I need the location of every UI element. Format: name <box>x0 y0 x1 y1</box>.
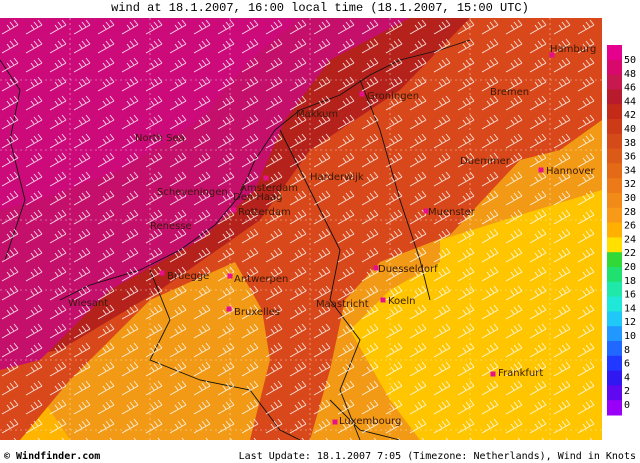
city-marker <box>373 265 379 271</box>
legend-swatch <box>607 163 622 179</box>
place-label: Den Haag <box>233 192 283 203</box>
legend-swatch <box>607 281 622 298</box>
city-marker <box>159 270 165 276</box>
legend-swatch <box>607 400 622 416</box>
place-label: Luxembourg <box>339 416 401 427</box>
city-marker <box>423 208 429 214</box>
legend-swatch <box>607 370 622 386</box>
city-marker <box>332 419 338 425</box>
city-marker <box>226 306 232 312</box>
legend-tick-label: 38 <box>624 138 636 149</box>
legend-tick-label: 48 <box>624 69 636 80</box>
legend-tick-label: 14 <box>624 303 636 314</box>
legend-swatch <box>607 104 622 120</box>
legend-tick-label: 12 <box>624 317 636 328</box>
place-label: Duemmer <box>460 156 511 167</box>
legend-tick-label: 6 <box>624 359 630 370</box>
legend-swatch <box>607 385 622 401</box>
last-update: Last Update: 18.1.2007 7:05 (Timezone: N… <box>239 451 636 462</box>
legend-swatch <box>607 237 622 253</box>
legend-tick-label: 24 <box>624 234 636 245</box>
place-label: Hamburg <box>550 44 596 55</box>
legend-tick-label: 8 <box>624 345 630 356</box>
city-marker <box>490 371 496 377</box>
legend-tick-label: 4 <box>624 372 630 383</box>
legend-swatch <box>607 222 622 238</box>
legend-swatch <box>607 148 622 164</box>
place-label: Koeln <box>388 296 415 307</box>
place-label: Antwerpen <box>234 274 288 285</box>
city-marker <box>380 297 386 303</box>
legend-swatch <box>607 193 622 209</box>
map-area <box>0 18 602 440</box>
legend-swatch <box>607 296 622 312</box>
legend-swatch <box>607 311 622 327</box>
legend-tick-label: 20 <box>624 262 636 273</box>
legend-swatch <box>607 178 622 194</box>
place-label: Duesseldorf <box>378 264 438 275</box>
legend-swatch <box>607 119 622 135</box>
legend-swatch <box>607 89 622 105</box>
place-label: Rotterdam <box>238 207 291 218</box>
place-label: Muenster <box>428 207 476 218</box>
legend-tick-label: 26 <box>624 221 636 232</box>
city-marker <box>538 167 544 173</box>
legend-tick-label: 36 <box>624 152 636 163</box>
city-marker <box>549 52 555 58</box>
place-label: Wiesant <box>68 298 108 309</box>
legend-tick-label: 0 <box>624 400 630 411</box>
place-labels: Hamburg Groningen Bremen Makkum North Sea Har… <box>68 44 596 427</box>
legend-tick-label: 32 <box>624 179 636 190</box>
legend: 5048464442403836343230282624222018161412… <box>607 45 636 416</box>
legend-tick-label: 44 <box>624 96 636 107</box>
legend-tick-label: 28 <box>624 207 636 218</box>
legend-swatch <box>607 74 622 90</box>
place-label: Groningen <box>367 91 419 102</box>
legend-swatch <box>607 45 622 61</box>
place-label: Scheveningen <box>157 187 228 198</box>
place-label: Harderwijk <box>310 172 364 183</box>
legend-tick-label: 18 <box>624 276 636 287</box>
legend-swatch <box>607 59 622 76</box>
place-label: North Sea <box>135 133 185 144</box>
city-marker <box>227 273 233 279</box>
legend-tick-label: 30 <box>624 193 636 204</box>
city-marker <box>263 175 269 181</box>
legend-swatch <box>607 326 622 342</box>
legend-swatch <box>607 133 622 150</box>
legend-tick-label: 34 <box>624 165 636 176</box>
legend-tick-label: 42 <box>624 110 636 121</box>
place-label: Hannover <box>546 166 596 177</box>
place-label: Makkum <box>296 109 338 120</box>
legend-swatch <box>607 252 622 268</box>
legend-swatch <box>607 207 622 224</box>
legend-tick-label: 46 <box>624 83 636 94</box>
place-label: Bremen <box>490 87 529 98</box>
legend-swatch <box>607 355 622 372</box>
legend-tick-label: 2 <box>624 386 630 397</box>
place-label: Frankfurt <box>498 368 543 379</box>
legend-tick-label: 16 <box>624 290 636 301</box>
city-marker <box>231 207 237 213</box>
place-label: Amsterdam <box>240 183 298 194</box>
legend-swatch <box>607 341 622 357</box>
legend-swatch <box>607 267 622 283</box>
place-label: Renesse <box>150 221 192 232</box>
map-title: wind at 18.1.2007, 16:00 local time (18.… <box>111 1 529 15</box>
credit: © Windfinder.com <box>4 450 100 462</box>
place-label: Bruxelles <box>234 307 280 318</box>
legend-tick-label: 40 <box>624 124 636 135</box>
legend-tick-label: 10 <box>624 331 636 342</box>
place-label: Maastricht <box>316 299 369 310</box>
legend-tick-label: 22 <box>624 248 636 259</box>
place-label: Bruegge <box>167 271 209 282</box>
legend-tick-label: 50 <box>624 55 636 66</box>
city-marker <box>359 91 365 97</box>
